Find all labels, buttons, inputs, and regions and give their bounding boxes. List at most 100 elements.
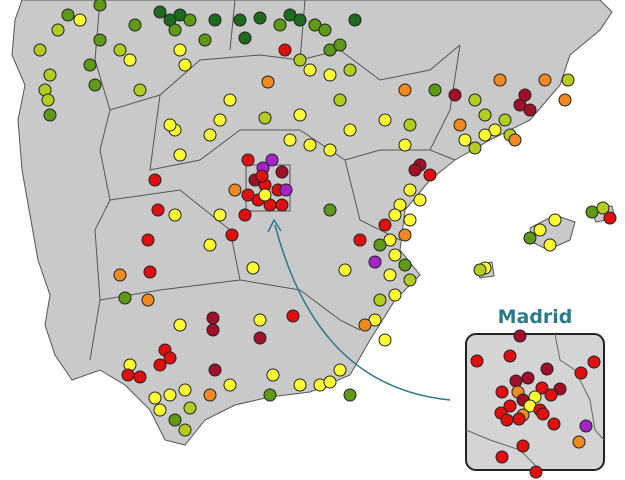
station-dot (253, 11, 267, 25)
station-dot (153, 5, 167, 19)
station-dot (238, 31, 252, 45)
station-dot (518, 88, 532, 102)
station-dot (153, 403, 167, 417)
station-dot (123, 53, 137, 67)
station-dot (303, 138, 317, 152)
station-dot (516, 439, 530, 453)
station-dot (398, 138, 412, 152)
station-dot (83, 58, 97, 72)
station-dot (263, 388, 277, 402)
station-dot (348, 13, 362, 27)
station-dot (213, 113, 227, 127)
station-dot (548, 213, 562, 227)
station-dot (163, 388, 177, 402)
station-dot (373, 293, 387, 307)
station-dot (413, 193, 427, 207)
station-dot (293, 13, 307, 27)
station-dot (43, 108, 57, 122)
station-dot (223, 378, 237, 392)
station-dot (133, 370, 147, 384)
station-dot (574, 366, 588, 380)
station-dot (246, 261, 260, 275)
station-dot (478, 128, 492, 142)
station-dot (225, 228, 239, 242)
station-dot (241, 188, 255, 202)
station-dot (203, 238, 217, 252)
station-dot (168, 413, 182, 427)
station-dot (368, 255, 382, 269)
station-dot (403, 213, 417, 227)
station-dot (228, 183, 242, 197)
station-dot (198, 33, 212, 47)
station-dot (383, 268, 397, 282)
station-dot (168, 23, 182, 37)
station-dot (448, 88, 462, 102)
station-dot (148, 173, 162, 187)
station-dot (168, 208, 182, 222)
station-dot (529, 465, 543, 479)
station-dot (521, 371, 535, 385)
station-dot (403, 273, 417, 287)
station-dot (408, 163, 422, 177)
station-dot (93, 33, 107, 47)
station-dot (118, 291, 132, 305)
station-dot (203, 388, 217, 402)
station-dot (398, 228, 412, 242)
station-dot (388, 208, 402, 222)
station-dot (323, 68, 337, 82)
station-dot (265, 153, 279, 167)
station-dot (579, 419, 593, 433)
station-dot (141, 233, 155, 247)
station-dot (333, 93, 347, 107)
station-dot (358, 318, 372, 332)
station-dot (266, 368, 280, 382)
station-dot (495, 385, 509, 399)
station-dot (223, 93, 237, 107)
station-dot (503, 399, 517, 413)
station-dot (279, 183, 293, 197)
station-dot (203, 128, 217, 142)
station-dot (512, 412, 526, 426)
inset-dots (470, 329, 601, 479)
station-dot (318, 23, 332, 37)
station-dot (378, 333, 392, 347)
station-dot (238, 208, 252, 222)
station-dot (113, 268, 127, 282)
station-dot (495, 450, 509, 464)
station-dot (51, 23, 65, 37)
station-dot (338, 263, 352, 277)
station-dot (208, 13, 222, 27)
station-dot (73, 13, 87, 27)
station-dot (33, 43, 47, 57)
station-dot (88, 78, 102, 92)
station-dot (323, 143, 337, 157)
station-dot (206, 311, 220, 325)
station-dot (183, 13, 197, 27)
station-dot (468, 93, 482, 107)
station-dot (178, 423, 192, 437)
station-dot (173, 318, 187, 332)
station-dot (585, 205, 599, 219)
station-dot (173, 148, 187, 162)
station-dot (509, 374, 523, 388)
station-dot (253, 313, 267, 327)
station-dot (278, 43, 292, 57)
station-dot (478, 108, 492, 122)
station-dot (561, 73, 575, 87)
station-dot (523, 103, 537, 117)
station-dot (498, 113, 512, 127)
station-dot (470, 354, 484, 368)
station-dot (500, 413, 514, 427)
station-dot (343, 388, 357, 402)
station-dot (508, 133, 522, 147)
iberian-peninsula (11, 0, 613, 446)
station-dot (538, 73, 552, 87)
station-dot (206, 323, 220, 337)
station-dot (153, 358, 167, 372)
station-dot (213, 208, 227, 222)
station-dot (603, 211, 617, 225)
station-dot (373, 238, 387, 252)
station-dot (513, 329, 527, 343)
station-dot (323, 375, 337, 389)
inset-title: Madrid (497, 306, 573, 328)
